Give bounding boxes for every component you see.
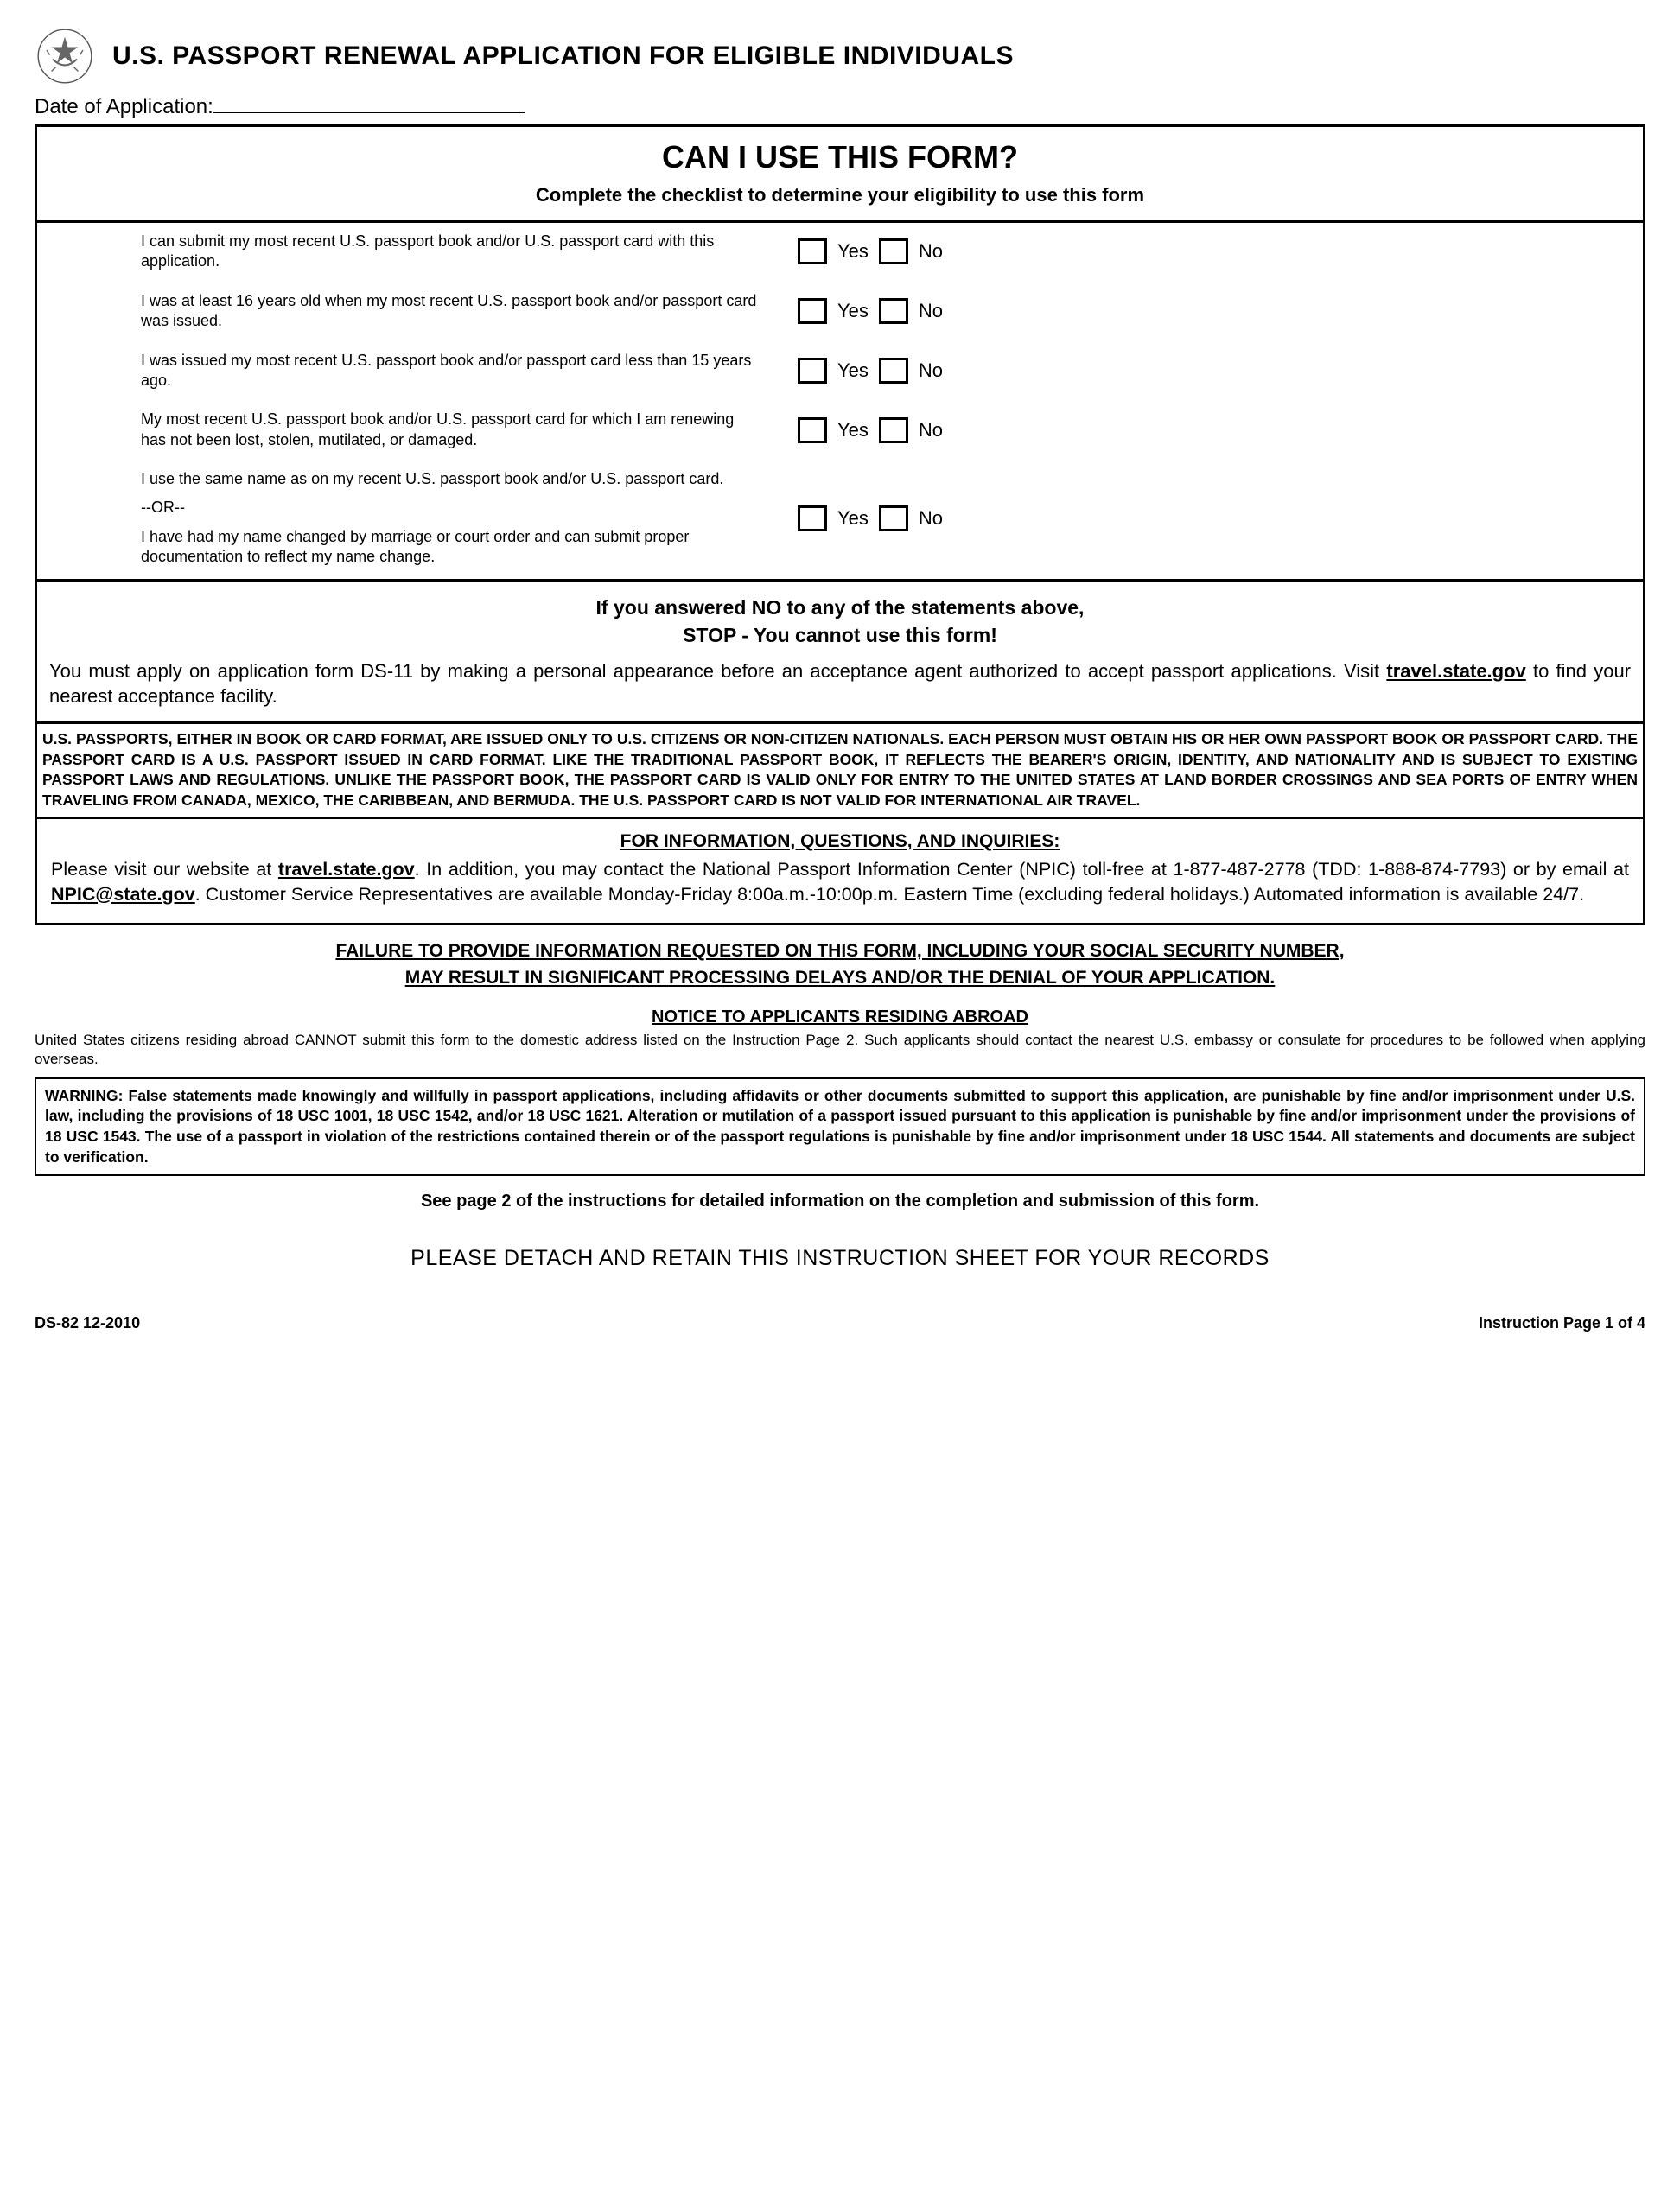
yes-checkbox[interactable] — [798, 417, 827, 443]
no-label: No — [919, 507, 943, 530]
no-checkbox[interactable] — [879, 298, 908, 324]
npic-email-link[interactable]: NPIC@state.gov — [51, 884, 195, 905]
warning-box: WARNING: False statements made knowingly… — [35, 1077, 1645, 1177]
no-checkbox[interactable] — [879, 238, 908, 264]
checklist-text: I have had my name changed by marriage o… — [141, 527, 763, 568]
no-label: No — [919, 419, 943, 442]
failure-line1: FAILURE TO PROVIDE INFORMATION REQUESTED… — [335, 941, 1344, 961]
yes-no-group: Yes No — [798, 238, 1074, 264]
stop-section: If you answered NO to any of the stateme… — [37, 582, 1643, 724]
date-label: Date of Application: — [35, 95, 213, 118]
checklist-row: I was at least 16 years old when my most… — [141, 291, 1626, 332]
info-section: FOR INFORMATION, QUESTIONS, AND INQUIRIE… — [37, 819, 1643, 923]
checklist-row: I was issued my most recent U.S. passpor… — [141, 351, 1626, 391]
checklist-section: I can submit my most recent U.S. passpor… — [37, 223, 1643, 582]
detach-instruction: PLEASE DETACH AND RETAIN THIS INSTRUCTIO… — [35, 1246, 1645, 1271]
yes-no-group: Yes No — [798, 298, 1074, 324]
yes-checkbox[interactable] — [798, 358, 827, 384]
no-checkbox[interactable] — [879, 505, 908, 531]
abroad-heading: NOTICE TO APPLICANTS RESIDING ABROAD — [35, 1007, 1645, 1027]
see-page-2: See page 2 of the instructions for detai… — [35, 1192, 1645, 1211]
failure-line2: MAY RESULT IN SIGNIFICANT PROCESSING DEL… — [405, 968, 1276, 988]
checklist-row-name: I use the same name as on my recent U.S.… — [141, 469, 1626, 567]
abroad-body: United States citizens residing abroad C… — [35, 1031, 1645, 1069]
checklist-text: I was issued my most recent U.S. passpor… — [141, 351, 763, 391]
checklist-text: I was at least 16 years old when my most… — [141, 291, 763, 332]
yes-checkbox[interactable] — [798, 505, 827, 531]
info-heading: FOR INFORMATION, QUESTIONS, AND INQUIRIE… — [46, 826, 1634, 854]
no-checkbox[interactable] — [879, 358, 908, 384]
checklist-text: I can submit my most recent U.S. passpor… — [141, 232, 763, 272]
main-form-box: CAN I USE THIS FORM? Complete the checkl… — [35, 124, 1645, 925]
yes-label: Yes — [837, 240, 869, 263]
eligibility-heading: CAN I USE THIS FORM? — [46, 139, 1634, 175]
stop-line2: STOP - You cannot use this form! — [683, 624, 997, 646]
failure-warning: FAILURE TO PROVIDE INFORMATION REQUESTED… — [35, 938, 1645, 992]
form-number: DS-82 12-2010 — [35, 1314, 140, 1332]
yes-label: Yes — [837, 507, 869, 530]
checklist-text: I use the same name as on my recent U.S.… — [141, 469, 763, 489]
eligibility-subheading: Complete the checklist to determine your… — [46, 184, 1634, 207]
yes-no-group: Yes No — [798, 358, 1074, 384]
no-label: No — [919, 359, 943, 382]
no-label: No — [919, 300, 943, 322]
travel-state-link[interactable]: travel.state.gov — [1386, 660, 1525, 682]
travel-state-link[interactable]: travel.state.gov — [278, 859, 415, 880]
yes-label: Yes — [837, 359, 869, 382]
checklist-row: I can submit my most recent U.S. passpor… — [141, 232, 1626, 272]
ds11-instruction: You must apply on application form DS-11… — [46, 658, 1634, 715]
or-separator: --OR-- — [141, 499, 763, 517]
eligibility-header-section: CAN I USE THIS FORM? Complete the checkl… — [37, 127, 1643, 223]
yes-checkbox[interactable] — [798, 238, 827, 264]
yes-checkbox[interactable] — [798, 298, 827, 324]
no-label: No — [919, 240, 943, 263]
footer: DS-82 12-2010 Instruction Page 1 of 4 — [35, 1314, 1645, 1332]
no-checkbox[interactable] — [879, 417, 908, 443]
us-seal-icon — [35, 26, 95, 86]
page-title: U.S. PASSPORT RENEWAL APPLICATION FOR EL… — [112, 41, 1014, 71]
name-block: I use the same name as on my recent U.S.… — [141, 469, 763, 567]
header: U.S. PASSPORT RENEWAL APPLICATION FOR EL… — [35, 26, 1645, 86]
checklist-text: My most recent U.S. passport book and/or… — [141, 410, 763, 450]
info-body: Please visit our website at travel.state… — [46, 854, 1634, 914]
checklist-row: My most recent U.S. passport book and/or… — [141, 410, 1626, 450]
yes-no-group: Yes No — [798, 417, 1074, 443]
stop-heading: If you answered NO to any of the stateme… — [46, 588, 1634, 658]
page-number: Instruction Page 1 of 4 — [1479, 1314, 1645, 1332]
date-of-application: Date of Application: — [35, 95, 1645, 119]
date-input-line[interactable] — [213, 112, 525, 113]
yes-label: Yes — [837, 300, 869, 322]
stop-line1: If you answered NO to any of the stateme… — [596, 596, 1085, 619]
yes-label: Yes — [837, 419, 869, 442]
passport-card-notice: U.S. PASSPORTS, EITHER IN BOOK OR CARD F… — [37, 724, 1643, 819]
yes-no-group: Yes No — [798, 505, 1074, 531]
